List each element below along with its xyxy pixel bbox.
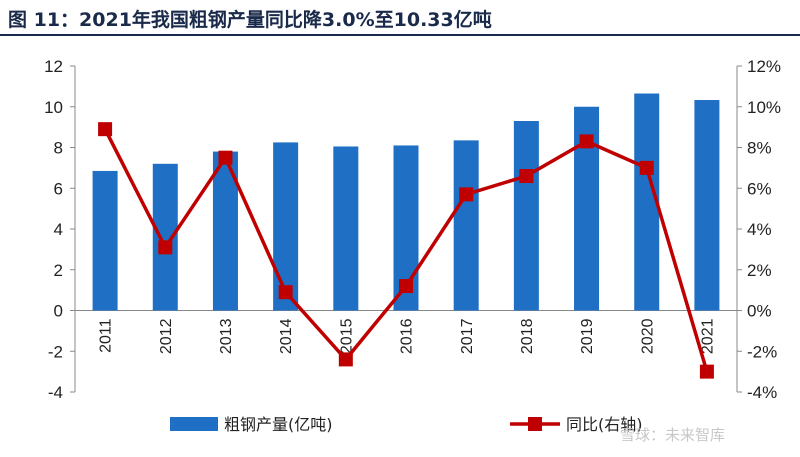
marker-2013	[218, 150, 233, 165]
right-tick-label: -2%	[747, 342, 777, 361]
right-tick-label: 2%	[747, 261, 772, 280]
left-tick-label: 12	[44, 57, 63, 76]
right-tick-label: 10%	[747, 98, 781, 117]
left-tick-label: 6	[54, 179, 63, 198]
marker-2011	[98, 122, 113, 137]
left-tick-label: 8	[54, 139, 63, 158]
marker-2015	[338, 352, 353, 367]
marker-2018	[519, 169, 534, 184]
bar-2021	[694, 100, 720, 311]
bar-2017	[453, 140, 479, 311]
legend-label-line: 同比(右轴)	[566, 415, 643, 434]
bar-2014	[273, 142, 299, 311]
marker-2020	[639, 160, 654, 175]
x-tick-label: 2015	[338, 318, 355, 354]
page-title: 图 11：2021年我国粗钢产量同比降3.0%至10.33亿吨	[8, 9, 492, 31]
right-tick-label: 8%	[747, 139, 772, 158]
bar-2011	[92, 170, 118, 311]
x-tick-label: 2014	[278, 318, 295, 354]
bar-series	[92, 93, 720, 311]
right-tick-label: 6%	[747, 179, 772, 198]
bar-2018	[513, 121, 539, 311]
legend: 粗钢产量(亿吨) 同比(右轴)	[170, 415, 643, 434]
left-tick-label: 10	[44, 98, 63, 117]
right-tick-label: 12%	[747, 57, 781, 76]
left-tick-label: 0	[54, 302, 63, 321]
left-tick-label: -2	[48, 342, 63, 361]
x-tick-label: 2013	[218, 318, 235, 354]
right-tick-label: 4%	[747, 220, 772, 239]
left-tick-label: -4	[48, 383, 63, 402]
bar-2015	[333, 146, 359, 311]
left-tick-label: 2	[54, 261, 63, 280]
marker-2016	[399, 279, 413, 294]
marker-2017	[459, 187, 474, 202]
right-tick-label: 0%	[747, 302, 772, 321]
x-tick-labels: 2011 2012 2013 2014 2015 2016 2017 2018 2019 2020…	[98, 318, 717, 354]
left-tick-label: 4	[54, 220, 63, 239]
marker-2012	[158, 240, 173, 255]
marker-2021	[699, 364, 714, 379]
x-tick-label: 2012	[158, 318, 175, 354]
x-tick-label: 2017	[459, 318, 476, 354]
marker-2019	[579, 134, 594, 149]
right-tick-label: -4%	[747, 383, 777, 402]
watermark-text: 雪球：未来智库	[620, 426, 725, 444]
x-tick-label: 2011	[98, 318, 115, 353]
x-tick-label: 2019	[579, 318, 596, 354]
legend-label-bar: 粗钢产量(亿吨)	[224, 415, 333, 434]
marker-2014	[278, 285, 293, 300]
x-tick-label: 2020	[639, 318, 656, 354]
line-series	[98, 122, 714, 379]
x-tick-label: 2016	[399, 318, 416, 354]
x-tick-label: 2021	[700, 318, 717, 354]
legend-swatch-bar	[170, 417, 218, 431]
legend-swatch-marker	[528, 417, 542, 431]
title-bar: 图 11：2021年我国粗钢产量同比降3.0%至10.33亿吨	[0, 0, 800, 36]
x-tick-label: 2018	[519, 318, 536, 354]
